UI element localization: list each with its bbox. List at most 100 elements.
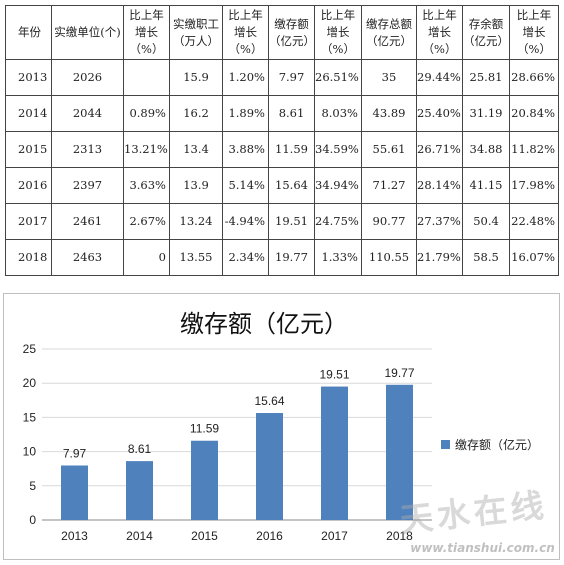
y-tick-label: 20 <box>23 376 37 390</box>
table-cell: 19.77 <box>268 239 315 276</box>
table-cell: 110.55 <box>361 239 417 276</box>
table-cell: 2.34% <box>222 239 269 276</box>
bar <box>61 465 88 520</box>
table-cell: 34.88 <box>462 131 510 168</box>
table-cell: 27.37% <box>416 203 463 240</box>
x-tick-label: 2018 <box>386 529 413 543</box>
table-header-cell: 实缴职工 （万人） <box>169 5 223 60</box>
header-text: 实缴职工 <box>173 16 219 31</box>
table-cell: 13.24 <box>169 203 223 240</box>
table-cell: 13.21% <box>123 131 170 168</box>
table-cell: 2044 <box>51 95 124 132</box>
x-tick-label: 2014 <box>126 529 153 543</box>
table-cell: 15.64 <box>268 167 315 204</box>
table-cell: 7.97 <box>268 59 315 96</box>
bar-chart: 缴存额（亿元） 0 5 10 15 20 25 7.97 2013 8.61 2014 11.59 2… <box>3 293 560 560</box>
table-cell: 0.89% <box>123 95 170 132</box>
table-cell: 20.84% <box>509 95 559 132</box>
y-tick-label: 10 <box>23 445 37 459</box>
table-header-cell: 比上年 增长（%） <box>222 5 269 60</box>
header-text: 增长（%） <box>422 25 457 56</box>
chart-title: 缴存额（亿元） <box>180 310 348 338</box>
data-label: 7.97 <box>63 446 87 460</box>
table-header-row: 年份 实缴单位(个) 比上年 增长（%） 实缴职工 （万人） 比上年 增长（%） 缴存额 （亿元）… <box>5 5 559 60</box>
table-row: 2017 2461 2.67% 13.24 -4.94% 19.51 24.75% 90.77… <box>5 203 559 240</box>
table-cell: 15.9 <box>169 59 223 96</box>
bar <box>126 461 153 520</box>
table-header-cell: 比上年增长（%） <box>416 5 463 60</box>
table-cell: 3.88% <box>222 131 269 168</box>
legend-swatch <box>441 440 450 449</box>
table-cell: 2017 <box>5 203 52 240</box>
table-cell: 13.4 <box>169 131 223 168</box>
table-cell: 2013 <box>5 59 52 96</box>
bar <box>386 384 413 520</box>
table-cell: 2018 <box>5 239 52 276</box>
x-tick-label: 2017 <box>321 529 348 543</box>
table-cell: 8.03% <box>314 95 362 132</box>
header-text: （亿元） <box>269 33 315 48</box>
statistics-table: 年份 实缴单位(个) 比上年 增长（%） 实缴职工 （万人） 比上年 增长（%） 缴存额 （亿元）… <box>5 5 559 276</box>
header-text: 比上年 <box>320 8 356 22</box>
header-text: 缴存额 <box>274 16 309 31</box>
table-header-cell: 比上年 增长（%） <box>509 5 559 60</box>
table-body: 2013 2026 15.9 1.20% 7.97 26.51% 35 29.44% 25.81… <box>5 59 559 276</box>
table-cell: 16.07% <box>509 239 559 276</box>
table-cell: 2016 <box>5 167 52 204</box>
y-tick-label: 0 <box>29 513 36 527</box>
table-cell: 8.61 <box>268 95 315 132</box>
table-cell: 25.81 <box>462 59 510 96</box>
table-cell: -4.94% <box>222 203 269 240</box>
table-header-cell: 缴存总额 （亿元） <box>361 5 417 60</box>
header-text: 存余额 <box>468 16 504 31</box>
table-cell: 11.59 <box>268 131 315 168</box>
table-row: 2015 2313 13.21% 13.4 3.88% 11.59 34.59% 55.61 2… <box>5 131 559 168</box>
watermark-url: www.tianshui.com.cn <box>410 541 555 555</box>
table-cell: 43.89 <box>361 95 417 132</box>
table-cell: 35 <box>361 59 417 96</box>
table-header-cell: 比上年 增长（%） <box>314 5 362 60</box>
header-text: 实缴单位(个) <box>54 25 121 39</box>
table-cell: 26.71% <box>416 131 463 168</box>
table-cell: 41.15 <box>462 167 510 204</box>
table-cell: 50.4 <box>462 203 510 240</box>
header-text: （亿元） <box>463 33 509 48</box>
table-cell: 24.75% <box>314 203 362 240</box>
table-cell: 13.9 <box>169 167 223 204</box>
table-cell: 71.27 <box>361 167 417 204</box>
table-cell: 3.63% <box>123 167 170 204</box>
header-text: 比上年 <box>422 8 457 22</box>
table-cell <box>123 59 170 96</box>
header-text: 比上年 <box>129 8 164 22</box>
table-cell: 55.61 <box>361 131 417 168</box>
table-row: 2014 2044 0.89% 16.2 1.89% 8.61 8.03% 43.89 25.4… <box>5 95 559 132</box>
table-cell: 0 <box>123 239 170 276</box>
table-cell: 90.77 <box>361 203 417 240</box>
chart-plot-area: 0 5 10 15 20 25 7.97 2013 8.61 2014 11.59 2015 15.64… <box>23 342 432 543</box>
table-cell: 2461 <box>51 203 124 240</box>
table-row: 2013 2026 15.9 1.20% 7.97 26.51% 35 29.44% 25.81… <box>5 59 559 96</box>
table-cell: 28.14% <box>416 167 463 204</box>
table-cell: 29.44% <box>416 59 463 96</box>
bar <box>256 413 283 520</box>
header-text: 年份 <box>18 25 41 39</box>
table-cell: 31.19 <box>462 95 510 132</box>
table-cell: 28.66% <box>509 59 559 96</box>
header-text: 增长（%） <box>129 25 164 56</box>
table-cell: 21.79% <box>416 239 463 276</box>
statistics-table-container: 年份 实缴单位(个) 比上年 增长（%） 实缴职工 （万人） 比上年 增长（%） 缴存额 （亿元）… <box>5 5 559 276</box>
chart-legend: 缴存额（亿元） <box>441 436 539 453</box>
header-text: （亿元） <box>366 33 412 48</box>
table-cell: 34.94% <box>314 167 362 204</box>
y-tick-label: 25 <box>23 342 37 356</box>
table-cell: 2026 <box>51 59 124 96</box>
table-cell: 2014 <box>5 95 52 132</box>
table-cell: 1.89% <box>222 95 269 132</box>
data-label: 15.64 <box>254 394 284 408</box>
table-cell: 2463 <box>51 239 124 276</box>
legend-label: 缴存额（亿元） <box>455 438 540 452</box>
table-cell: 19.51 <box>268 203 315 240</box>
data-label: 11.59 <box>190 422 219 436</box>
table-header-cell: 实缴单位(个) <box>51 5 124 60</box>
table-header-cell: 缴存额 （亿元） <box>268 5 315 60</box>
